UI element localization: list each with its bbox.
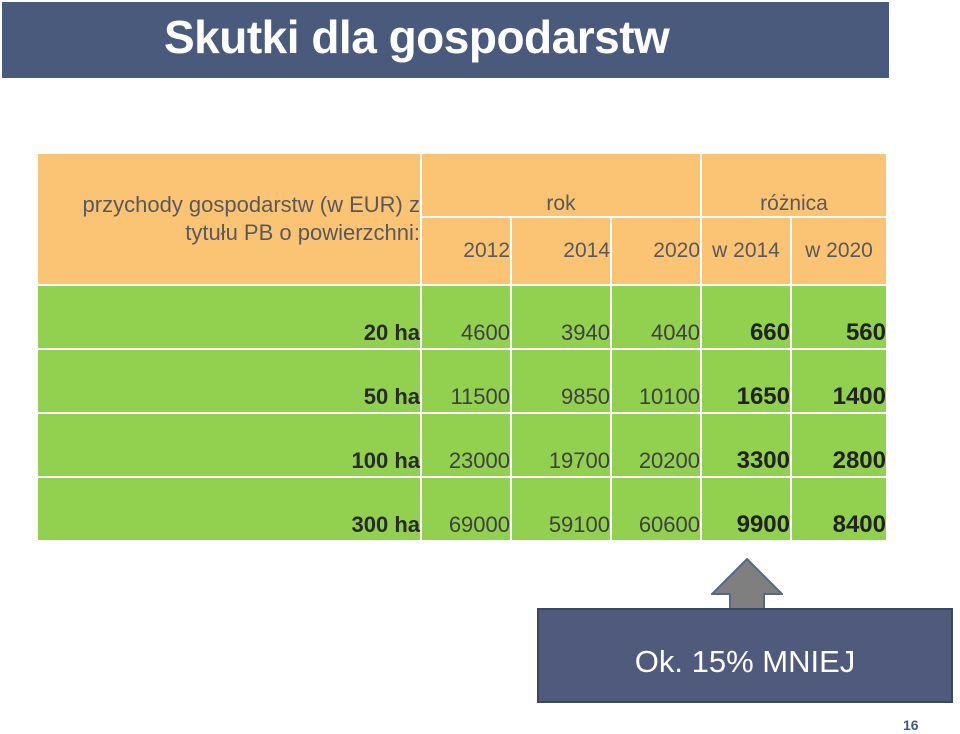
value-2020: 60600: [610, 476, 702, 542]
diff-header: w 2020: [790, 216, 888, 286]
callout-text: Ok. 15% MNIEJ: [634, 644, 856, 679]
diff-2020: 560: [790, 284, 888, 350]
diff-2020: 8400: [790, 476, 888, 542]
value-2020: 20200: [610, 412, 702, 478]
slide-title: Skutki dla gospodarstw: [164, 11, 670, 63]
table-row: 50 ha 11500 9850 10100 1650 1400: [36, 348, 888, 414]
value-2014: 9850: [510, 348, 612, 414]
callout-box: Ok. 15% MNIEJ: [537, 608, 953, 703]
table-description: przychody gospodarstw (w EUR) z tytułu P…: [36, 152, 422, 286]
row-label: 20 ha: [36, 284, 422, 350]
value-2020: 10100: [610, 348, 702, 414]
header-row-years: 2012 2014 2020 w 2014 w 2020: [37, 216, 888, 286]
diff-2014: 1650: [700, 348, 792, 414]
value-2014: 3940: [510, 284, 612, 350]
table-row: 20 ha 4600 3940 4040 660 560: [36, 284, 888, 350]
row-label: 50 ha: [36, 348, 422, 414]
value-2012: 23000: [420, 412, 512, 478]
group-roznica-label: różnica: [760, 192, 828, 215]
value-2012: 11500: [420, 348, 512, 414]
header-row-groups: przychody gospodarstw (w EUR) z tytułu P…: [36, 152, 888, 286]
diff-2020: 1400: [790, 348, 888, 414]
page-number: 16: [903, 717, 919, 733]
up-arrow-icon: [711, 558, 783, 610]
year-header: 2012: [420, 216, 512, 286]
row-label: 100 ha: [36, 412, 422, 478]
value-2020: 4040: [610, 284, 702, 350]
group-header-roznica: różnica: [700, 152, 888, 218]
row-label: 300 ha: [36, 476, 422, 542]
diff-2014: 660: [700, 284, 792, 350]
group-rok-label: rok: [546, 192, 576, 215]
year-header: 2014: [510, 216, 612, 286]
value-2014: 59100: [510, 476, 612, 542]
description-line-2: tytułu PB o powierzchni:: [185, 220, 420, 245]
title-bar: Skutki dla gospodarstw: [2, 2, 889, 78]
income-table: przychody gospodarstw (w EUR) z tytułu P…: [36, 152, 888, 542]
description-line-1: przychody gospodarstw (w EUR) z: [82, 192, 420, 217]
table-row: 100 ha 23000 19700 20200 3300 2800: [36, 412, 888, 478]
diff-2014: 3300: [700, 412, 792, 478]
table-row: 300 ha 69000 59100 60600 9900 8400: [36, 476, 888, 542]
group-header-rok: rok: [420, 152, 702, 218]
diff-2020: 2800: [790, 412, 888, 478]
diff-2014: 9900: [700, 476, 792, 542]
value-2014: 19700: [510, 412, 612, 478]
diff-header: w 2014: [700, 216, 792, 286]
year-header: 2020: [610, 216, 702, 286]
value-2012: 4600: [420, 284, 512, 350]
value-2012: 69000: [420, 476, 512, 542]
